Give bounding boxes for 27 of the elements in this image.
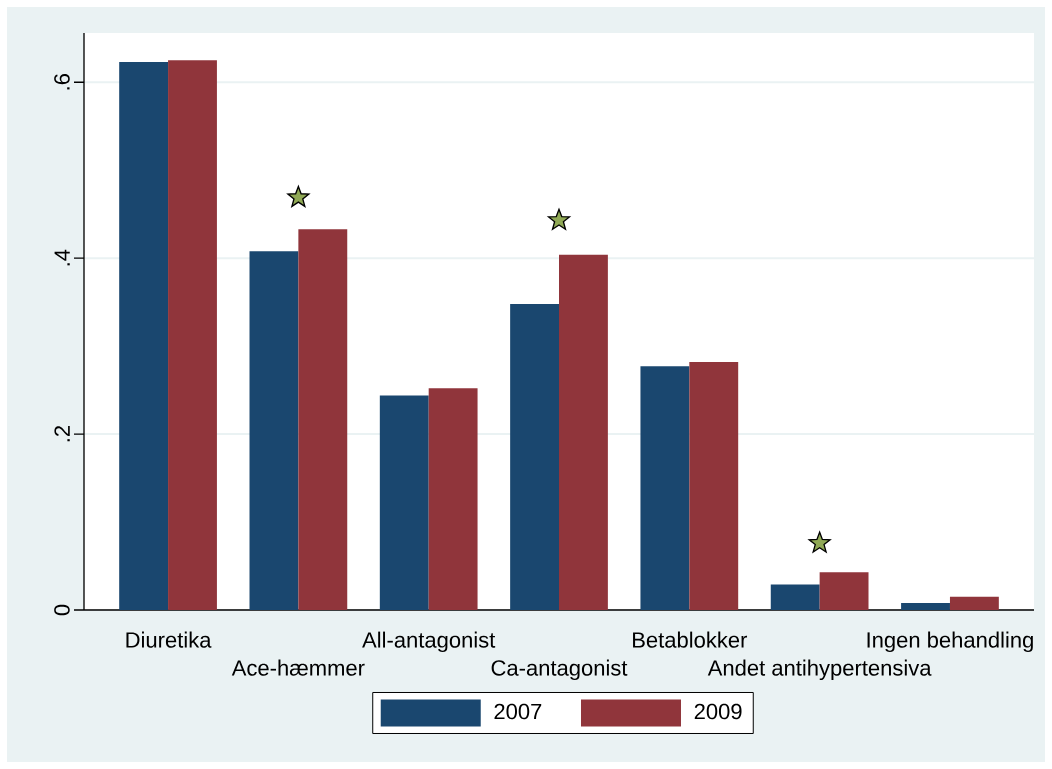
x-tick-label: Betablokker — [633, 631, 748, 648]
x-tick-label: Andet antihypertensiva — [707, 659, 932, 681]
x-tick-label: Ace-hæmmer — [231, 659, 365, 676]
x-tick-label: Ingen behandling — [867, 631, 1033, 653]
x-tick-label: Ca-antagonist — [491, 659, 628, 681]
y-tick-label: .6 — [54, 74, 70, 90]
bar — [379, 395, 429, 610]
bar — [428, 388, 478, 610]
bar — [901, 602, 950, 610]
bar — [819, 572, 869, 610]
bar — [559, 254, 608, 610]
bar — [640, 366, 690, 610]
bar — [510, 303, 560, 610]
y-tick-label: .4 — [54, 249, 70, 266]
bar — [770, 584, 820, 610]
bar — [168, 60, 217, 610]
y-tick-label: 0 — [54, 604, 70, 616]
bar — [949, 596, 999, 610]
bar — [689, 361, 739, 610]
bar — [119, 62, 169, 610]
x-tick-label: Diuretika — [126, 631, 212, 648]
x-tick-label: All-antagonist — [362, 631, 496, 653]
legend-label: 2009 — [694, 703, 742, 720]
bar — [298, 229, 348, 610]
y-tick-label: .2 — [54, 426, 70, 442]
legend-label: 2007 — [494, 703, 542, 720]
bar — [249, 251, 299, 610]
